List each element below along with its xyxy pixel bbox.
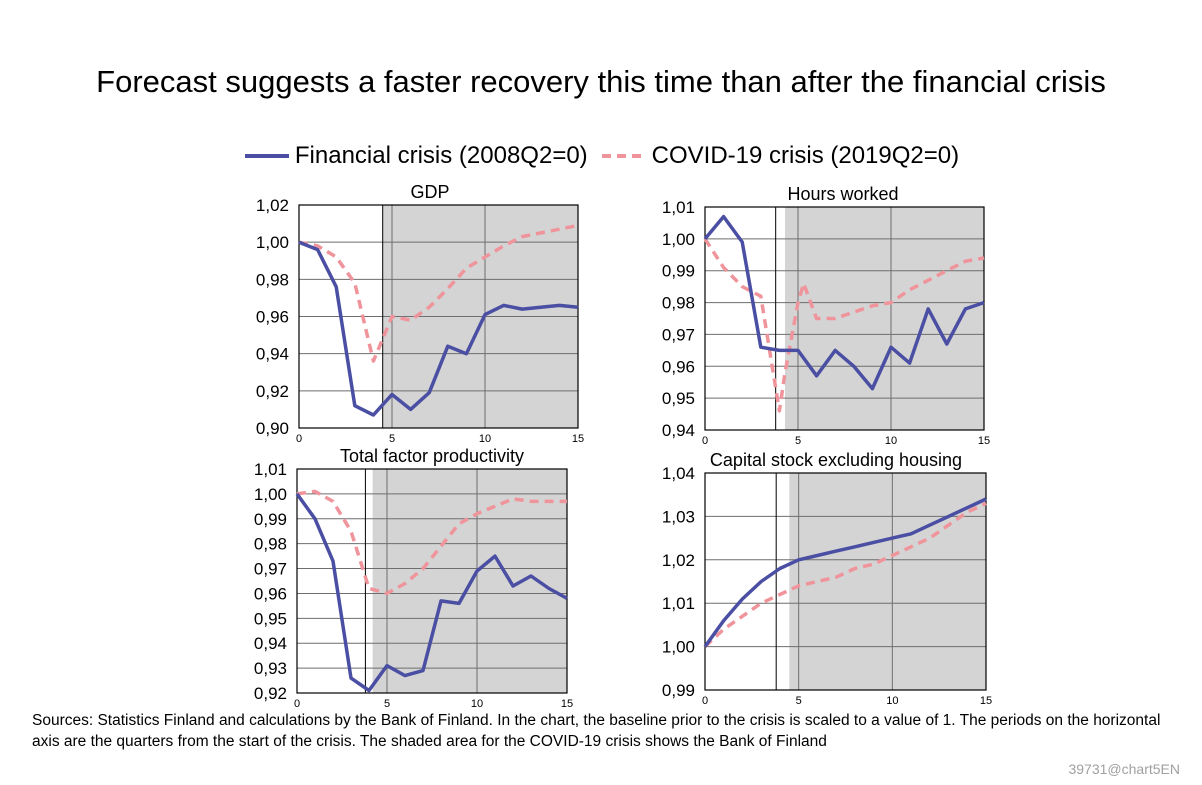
y-tick-label: 0,94	[254, 634, 287, 653]
y-tick-label: 0,97	[662, 325, 695, 344]
legend: Financial crisis (2008Q2=0) COVID-19 cri…	[0, 142, 1202, 170]
x-tick-label: 0	[702, 695, 708, 707]
legend-label-covid: COVID-19 crisis (2019Q2=0)	[651, 142, 960, 169]
y-tick-label: 1,02	[662, 551, 695, 570]
legend-item-covid: COVID-19 crisis (2019Q2=0)	[600, 142, 959, 170]
x-tick-label: 0	[296, 433, 302, 445]
y-tick-label: 1,00	[662, 638, 695, 657]
y-tick-label: 0,99	[254, 510, 287, 529]
x-tick-label: 10	[471, 698, 483, 710]
x-tick-label: 10	[885, 435, 897, 447]
chart-code: 39731@chart5EN	[1068, 761, 1180, 777]
panel-title: Capital stock excluding housing	[710, 450, 962, 470]
panel-capital-stock-excluding-housing: Capital stock excluding housing 0,99 1,00 1…	[662, 450, 992, 707]
panel-hours-worked: Hours worked 0,94 0,95 0,96 0,97 0,98 0,99 1,00…	[662, 184, 990, 447]
y-tick-label: 1,02	[256, 196, 289, 215]
y-tick-label: 1,01	[662, 594, 695, 613]
legend-label-financial: Financial crisis (2008Q2=0)	[294, 142, 588, 169]
x-tick-label: 10	[886, 695, 898, 707]
y-tick-label: 1,03	[662, 507, 695, 526]
x-tick-label: 15	[978, 435, 990, 447]
series-line-financial	[298, 240, 579, 417]
y-tick-label: 0,95	[662, 389, 695, 408]
y-tick-label: 0,92	[256, 382, 289, 401]
x-tick-label: 5	[389, 433, 395, 445]
y-tick-label: 0,93	[254, 659, 287, 678]
y-tick-label: 1,00	[256, 233, 289, 252]
y-tick-label: 0,94	[256, 345, 289, 364]
y-tick-label: 0,92	[254, 684, 287, 703]
plot-frame	[298, 204, 579, 429]
x-tick-label: 10	[479, 433, 491, 445]
legend-item-financial: Financial crisis (2008Q2=0)	[243, 142, 588, 170]
series-line-covid	[298, 223, 579, 363]
forecast-shade	[789, 473, 986, 690]
plot-frame	[296, 468, 568, 694]
y-tick-label: 1,01	[662, 198, 695, 217]
x-tick-label: 5	[796, 695, 802, 707]
panel-gdp: GDP 0,90 0,92 0,94 0,96 0,98 1,00 1,02 0 5 10 15	[256, 182, 584, 445]
x-tick-label: 5	[795, 435, 801, 447]
y-tick-label: 0,90	[256, 419, 289, 438]
series-line-financial	[703, 214, 985, 391]
y-tick-label: 0,98	[256, 270, 289, 289]
panel-title: GDP	[410, 182, 449, 202]
x-tick-label: 15	[572, 433, 584, 445]
sources-note: Sources: Statistics Finland and calculat…	[32, 712, 1161, 750]
y-tick-label: 1,00	[254, 485, 287, 504]
y-tick-label: 0,97	[254, 560, 287, 579]
x-tick-label: 0	[702, 435, 708, 447]
y-tick-label: 0,95	[254, 609, 287, 628]
series-line-covid	[296, 489, 567, 596]
x-tick-label: 15	[561, 698, 573, 710]
panel-title: Hours worked	[787, 184, 898, 204]
x-tick-label: 15	[980, 695, 992, 707]
chart-title: Forecast suggests a faster recovery this…	[96, 64, 1106, 99]
y-tick-label: 0,94	[662, 421, 695, 440]
x-tick-label: 5	[384, 698, 390, 710]
panel-total-factor-productivity: Total factor productivity 0,92 0,93 0,94 0,9…	[254, 446, 573, 710]
y-tick-label: 0,99	[662, 262, 695, 281]
y-tick-label: 1,00	[662, 230, 695, 249]
legend-swatch-covid	[601, 154, 646, 158]
y-tick-label: 0,96	[254, 584, 287, 603]
y-tick-label: 0,99	[662, 681, 695, 700]
y-tick-label: 1,01	[254, 460, 287, 479]
y-tick-label: 1,04	[662, 464, 695, 483]
series-line-financial	[295, 492, 568, 693]
y-tick-label: 0,98	[254, 535, 287, 554]
legend-swatch-financial	[244, 154, 289, 158]
y-tick-label: 0,98	[662, 294, 695, 313]
series-line-covid	[703, 237, 985, 413]
y-tick-label: 0,96	[256, 308, 289, 327]
plot-frame	[704, 472, 987, 691]
y-tick-label: 0,96	[662, 357, 695, 376]
x-tick-label: 0	[294, 698, 300, 710]
plot-frame	[704, 206, 985, 431]
series-line-financial	[703, 497, 987, 648]
panel-title: Total factor productivity	[340, 446, 524, 466]
